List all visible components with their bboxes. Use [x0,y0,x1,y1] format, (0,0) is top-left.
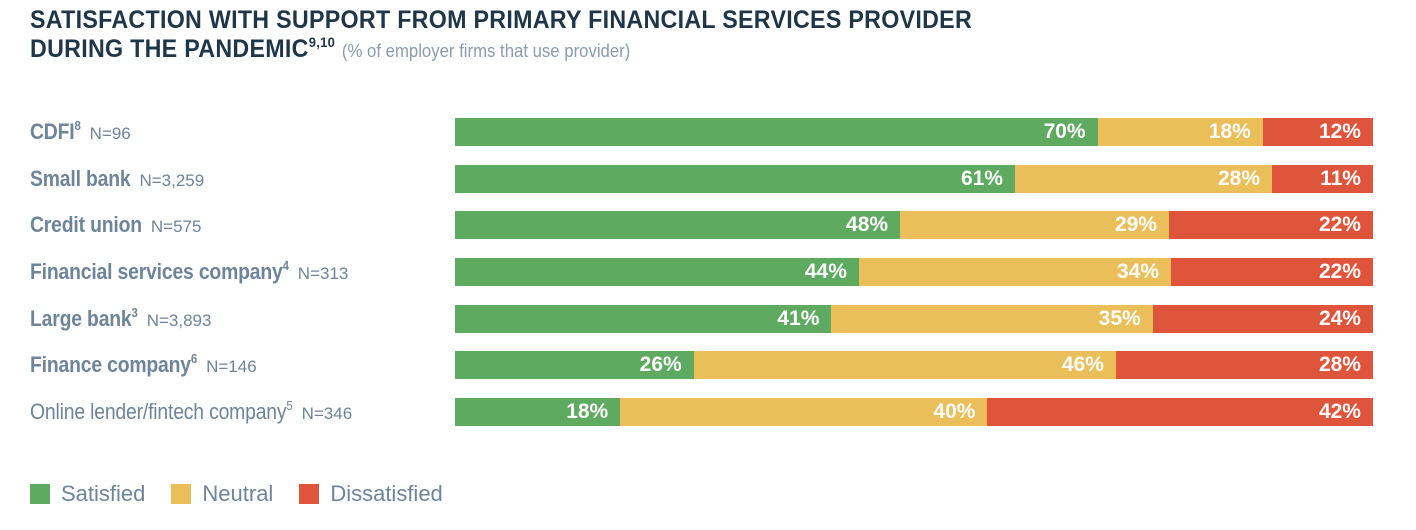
category-name-text: CDFI [30,119,75,144]
category-label: Online lender/fintech company5 N=346 [30,398,352,426]
data-label: 22% [1318,260,1361,283]
category-footnote: 5 [286,398,293,413]
category-name-text: Online lender/fintech company [30,399,287,424]
legend-label: Dissatisfied [330,481,443,506]
bar-segment-satisfied: 41% [455,305,832,333]
bar-segment-dissatisfied: 12% [1262,118,1373,146]
data-label: 12% [1318,120,1361,143]
bar-segment-neutral: 34% [858,258,1172,286]
legend-swatch [299,484,320,504]
category-label: Small bank N=3,259 [30,165,204,193]
legend-swatch [171,484,192,504]
data-label: 24% [1318,307,1361,330]
bar-segment-neutral: 18% [1097,118,1263,146]
category-name: CDFI8 [30,118,81,146]
data-label: 35% [1098,307,1141,330]
sample-size-label: N=346 [301,404,353,423]
data-label: 70% [1043,120,1086,143]
chart-title-line2: DURING THE PANDEMIC9,10 (% of employer f… [30,35,972,66]
bar-segment-satisfied: 26% [455,351,694,379]
legend: Satisfied Neutral Dissatisfied [30,481,469,507]
data-label: 40% [933,400,976,423]
bar-segment-neutral: 40% [620,398,988,426]
bar-row: 26% 46% 28% [455,351,1373,379]
category-footnote: 3 [131,305,138,320]
bar-segment-satisfied: 70% [455,118,1098,146]
bar-segment-neutral: 46% [693,351,1116,379]
legend-swatch [30,484,50,504]
category-name: Large bank3 [30,305,138,333]
sample-size-label: N=3,259 [139,171,205,190]
category-name: Online lender/fintech company5 [30,398,293,426]
category-name: Financial services company4 [30,258,289,286]
legend-label: Neutral [202,481,274,506]
category-name: Small bank [30,165,131,193]
data-label: 44% [804,260,847,283]
data-label: 18% [1208,120,1251,143]
legend-item-satisfied: Satisfied [30,481,145,507]
category-label: CDFI8 N=96 [30,118,131,146]
sample-size-label: N=313 [297,264,349,283]
data-label: 42% [1318,400,1361,423]
category-label: Financial services company4 N=313 [30,258,348,286]
data-label: 41% [777,307,820,330]
sample-size-label: N=96 [89,124,131,143]
data-label: 28% [1217,167,1260,190]
bar-segment-dissatisfied: 24% [1152,305,1373,333]
legend-item-neutral: Neutral [171,481,273,507]
bar-segment-neutral: 28% [1014,165,1272,193]
data-label: 48% [846,213,889,236]
category-name-text: Finance company [30,352,191,377]
data-label: 11% [1320,167,1361,190]
category-footnote: 8 [74,118,81,133]
bar-row: 41% 35% 24% [455,305,1373,333]
category-name-text: Credit union [30,212,142,237]
bar-segment-neutral: 29% [900,211,1169,239]
category-name-text: Large bank [30,306,132,331]
sample-size-label: N=575 [150,217,202,236]
bar-row: 70% 18% 12% [455,118,1373,146]
data-label: 26% [639,353,682,376]
bar-segment-neutral: 35% [831,305,1153,333]
legend-item-dissatisfied: Dissatisfied [299,481,443,507]
category-footnote: 4 [282,258,289,273]
legend-label: Satisfied [61,481,146,506]
bar-segment-satisfied: 61% [455,165,1015,193]
bar-segment-satisfied: 44% [455,258,859,286]
bar-segment-dissatisfied: 28% [1115,351,1373,379]
category-name-text: Financial services company [30,259,283,284]
category-footnote: 6 [190,351,198,366]
category-label: Credit union N=575 [30,211,201,239]
bar-segment-dissatisfied: 22% [1171,258,1373,286]
data-label: 18% [566,400,609,423]
data-label: 22% [1318,213,1361,236]
bar-row: 44% 34% 22% [455,258,1373,286]
chart-title: SATISFACTION WITH SUPPORT FROM PRIMARY F… [30,6,972,66]
bar-segment-dissatisfied: 22% [1168,211,1373,239]
bar-row: 61% 28% 11% [455,165,1373,193]
bar-segment-dissatisfied: 42% [987,398,1373,426]
data-label: 34% [1116,260,1160,283]
sample-size-label: N=146 [206,357,257,376]
bar-segment-dissatisfied: 11% [1272,165,1373,193]
data-label: 61% [960,167,1003,190]
category-name-text: Small bank [30,166,131,191]
sample-size-label: N=3,893 [146,311,212,330]
bar-segment-satisfied: 48% [455,211,901,239]
chart-title-line1: SATISFACTION WITH SUPPORT FROM PRIMARY F… [30,6,973,34]
chart-title-line2-text: DURING THE PANDEMIC [30,35,309,63]
data-label: 28% [1318,353,1361,376]
bar-row: 18% 40% 42% [455,398,1373,426]
category-name: Credit union [30,211,142,239]
chart-subtitle: (% of employer firms that use provider) [341,41,631,61]
category-label: Finance company6 N=146 [30,351,257,379]
title-footnote: 9,10 [308,34,336,50]
category-label: Large bank3 N=3,893 [30,305,211,333]
bar-row: 48% 29% 22% [455,211,1373,239]
bar-segment-satisfied: 18% [455,398,621,426]
data-label: 29% [1114,213,1157,236]
category-name: Finance company6 [30,351,197,379]
data-label: 46% [1061,353,1104,376]
